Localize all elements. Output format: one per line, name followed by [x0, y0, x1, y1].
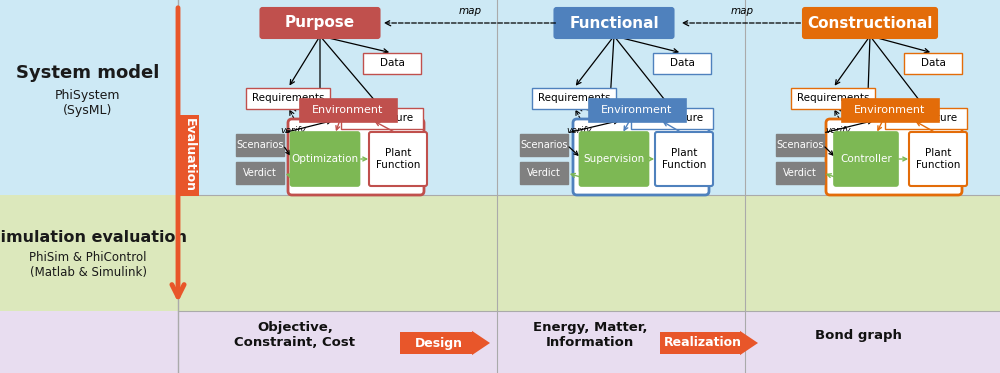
FancyBboxPatch shape	[363, 53, 421, 73]
FancyBboxPatch shape	[292, 150, 348, 170]
FancyBboxPatch shape	[554, 8, 674, 38]
Text: Plant
Function: Plant Function	[916, 148, 960, 170]
Text: Data: Data	[670, 58, 694, 68]
FancyBboxPatch shape	[826, 119, 962, 195]
Text: Architecture: Architecture	[894, 113, 958, 123]
Text: Environment: Environment	[854, 105, 926, 115]
Text: Scenarios: Scenarios	[776, 140, 824, 150]
FancyBboxPatch shape	[520, 134, 568, 156]
Text: Data: Data	[380, 58, 404, 68]
FancyBboxPatch shape	[369, 132, 427, 186]
Text: Constructional: Constructional	[807, 16, 933, 31]
FancyArrow shape	[400, 331, 490, 355]
Text: Energy, Matter,
Information: Energy, Matter, Information	[533, 321, 647, 349]
Text: PhiSystem
(SysML): PhiSystem (SysML)	[55, 89, 121, 117]
Text: Evaluation: Evaluation	[182, 118, 196, 192]
Text: Plant
Function: Plant Function	[376, 148, 420, 170]
FancyBboxPatch shape	[904, 53, 962, 73]
FancyBboxPatch shape	[655, 132, 713, 186]
FancyBboxPatch shape	[803, 8, 937, 38]
Text: System model: System model	[16, 64, 160, 82]
Text: Scenarios: Scenarios	[520, 140, 568, 150]
Text: Supervision: Supervision	[583, 154, 645, 164]
Bar	[0, 195, 1000, 311]
Text: Requirements: Requirements	[538, 93, 610, 103]
Text: Requirements: Requirements	[797, 93, 869, 103]
Text: realize: realize	[629, 106, 659, 115]
FancyBboxPatch shape	[520, 162, 568, 184]
FancyBboxPatch shape	[580, 132, 648, 186]
Text: Tests: Tests	[594, 155, 620, 165]
Text: Architecture: Architecture	[350, 113, 414, 123]
Text: Architecture: Architecture	[640, 113, 704, 123]
Text: Verdict: Verdict	[243, 168, 277, 178]
FancyBboxPatch shape	[341, 107, 423, 129]
Text: Controller: Controller	[840, 154, 892, 164]
Text: PhiSim & PhiControl
(Matlab & Simulink): PhiSim & PhiControl (Matlab & Simulink)	[29, 251, 147, 279]
FancyBboxPatch shape	[834, 132, 898, 186]
FancyBboxPatch shape	[300, 98, 396, 122]
FancyBboxPatch shape	[532, 88, 616, 109]
Text: Realization: Realization	[664, 336, 742, 350]
FancyBboxPatch shape	[776, 162, 824, 184]
FancyBboxPatch shape	[236, 134, 284, 156]
FancyBboxPatch shape	[579, 150, 635, 170]
Bar	[0, 311, 1000, 373]
Text: Scenarios: Scenarios	[236, 140, 284, 150]
FancyBboxPatch shape	[573, 119, 709, 195]
Text: Requirements: Requirements	[252, 93, 324, 103]
FancyBboxPatch shape	[776, 134, 824, 156]
FancyBboxPatch shape	[885, 107, 967, 129]
Text: Environment: Environment	[601, 105, 673, 115]
FancyBboxPatch shape	[909, 132, 967, 186]
Text: Objective,
Constraint, Cost: Objective, Constraint, Cost	[234, 321, 356, 349]
Bar	[0, 0, 1000, 195]
FancyBboxPatch shape	[236, 162, 284, 184]
Text: map: map	[730, 6, 754, 16]
Text: Plant
Function: Plant Function	[662, 148, 706, 170]
Text: realize: realize	[342, 106, 372, 115]
FancyBboxPatch shape	[288, 119, 424, 195]
FancyBboxPatch shape	[791, 88, 875, 109]
Text: Data: Data	[921, 58, 945, 68]
FancyBboxPatch shape	[842, 98, 938, 122]
Text: verify: verify	[825, 126, 851, 135]
Text: Optimization: Optimization	[291, 154, 359, 164]
Text: Purpose: Purpose	[285, 16, 355, 31]
Text: realize: realize	[883, 106, 913, 115]
FancyBboxPatch shape	[260, 8, 380, 38]
Text: Tests: Tests	[853, 155, 879, 165]
Text: Simulation evaluation: Simulation evaluation	[0, 231, 187, 245]
Text: map: map	[458, 6, 482, 16]
Text: Design: Design	[415, 336, 463, 350]
FancyBboxPatch shape	[290, 132, 360, 186]
FancyArrow shape	[660, 331, 758, 355]
FancyBboxPatch shape	[631, 107, 713, 129]
Text: verify: verify	[566, 126, 592, 135]
Text: Environment: Environment	[312, 105, 384, 115]
FancyBboxPatch shape	[588, 98, 686, 122]
FancyBboxPatch shape	[653, 53, 711, 73]
FancyBboxPatch shape	[246, 88, 330, 109]
Text: verify: verify	[280, 126, 306, 135]
Text: Verdict: Verdict	[783, 168, 817, 178]
FancyBboxPatch shape	[838, 150, 894, 170]
Text: Tests: Tests	[307, 155, 333, 165]
Text: Bond graph: Bond graph	[815, 329, 901, 342]
Text: Verdict: Verdict	[527, 168, 561, 178]
Text: Functional: Functional	[569, 16, 659, 31]
